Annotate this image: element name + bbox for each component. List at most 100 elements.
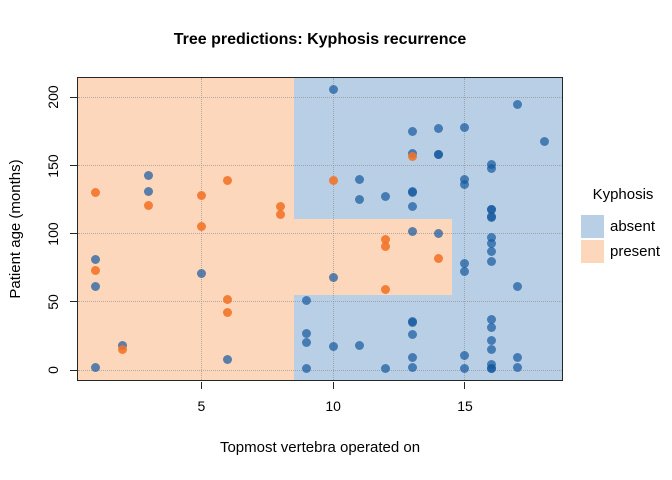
x-tick-label: 5: [197, 398, 206, 414]
data-point-absent: [407, 186, 417, 196]
data-point-absent: [144, 170, 154, 180]
decision-region-present: [293, 218, 452, 296]
data-point-present: [381, 285, 391, 295]
data-point-absent: [407, 226, 417, 236]
x-tick-mark: [332, 382, 334, 389]
data-point-absent: [355, 195, 365, 205]
data-point-absent: [486, 335, 496, 345]
y-tick-label: 200: [45, 85, 61, 110]
legend-swatch-present: [581, 240, 604, 263]
data-point-absent: [407, 330, 417, 340]
gridline-vertical: [332, 78, 334, 380]
y-tick-label: 100: [45, 222, 61, 246]
data-point-present: [223, 308, 233, 318]
data-point-present: [91, 266, 101, 276]
data-point-present: [144, 200, 154, 210]
data-point-present: [223, 176, 233, 186]
data-point-absent: [381, 364, 391, 374]
legend-title: Kyphosis: [592, 186, 654, 203]
legend-label-absent: absent: [610, 217, 656, 235]
data-point-absent: [460, 122, 470, 132]
data-point-absent: [434, 229, 444, 239]
data-point-absent: [513, 353, 523, 363]
y-tick-label: 50: [45, 294, 61, 310]
data-point-absent: [486, 345, 496, 355]
data-point-absent: [486, 360, 496, 370]
x-tick-mark: [464, 382, 466, 389]
data-point-absent: [355, 341, 365, 351]
data-point-absent: [460, 174, 470, 184]
data-point-absent: [486, 233, 496, 243]
data-point-absent: [407, 126, 417, 136]
data-point-absent: [486, 238, 496, 248]
data-point-present: [275, 210, 285, 220]
legend-item-present: present: [581, 240, 665, 263]
data-point-absent: [302, 338, 312, 348]
data-point-absent: [407, 362, 417, 372]
y-tick-mark: [70, 165, 77, 167]
data-point-present: [328, 176, 338, 186]
data-point-absent: [486, 247, 496, 256]
gridline-vertical: [464, 78, 466, 380]
y-tick-mark: [70, 233, 77, 235]
data-point-absent: [434, 150, 444, 160]
plot-area: [77, 77, 563, 381]
legend: Kyphosis absent present: [581, 186, 665, 265]
data-point-absent: [381, 192, 391, 202]
y-tick-mark: [70, 369, 77, 371]
chart-title: Tree predictions: Kyphosis recurrence: [173, 31, 467, 48]
data-point-absent: [460, 180, 470, 190]
gridline-horizontal: [78, 369, 562, 371]
data-point-absent: [91, 282, 101, 292]
legend-label-present: present: [610, 242, 661, 260]
data-point-absent: [302, 296, 312, 306]
data-point-absent: [144, 186, 154, 196]
data-point-present: [223, 294, 233, 304]
data-point-absent: [486, 212, 496, 222]
data-point-absent: [434, 124, 444, 134]
data-point-absent: [486, 256, 496, 266]
gridline-horizontal: [78, 96, 562, 98]
x-axis-title: Topmost vertebra operated on: [219, 439, 421, 456]
data-point-absent: [460, 364, 470, 374]
gridline-horizontal: [78, 301, 562, 303]
data-point-absent: [513, 362, 523, 372]
data-point-absent: [486, 204, 496, 214]
x-tick-label: 15: [457, 398, 473, 414]
data-point-present: [275, 201, 285, 211]
data-point-present: [196, 222, 206, 232]
data-point-present: [407, 151, 417, 161]
data-point-absent: [355, 174, 365, 184]
data-point-present: [381, 234, 391, 244]
data-point-absent: [486, 159, 496, 169]
gridline-horizontal: [78, 233, 562, 235]
data-point-absent: [91, 255, 101, 265]
legend-item-absent: absent: [581, 215, 665, 238]
data-point-absent: [328, 84, 338, 94]
data-point-absent: [196, 268, 206, 278]
data-point-absent: [539, 136, 549, 146]
data-point-absent: [460, 350, 470, 360]
data-point-absent: [328, 272, 338, 282]
data-point-absent: [407, 353, 417, 363]
data-point-absent: [223, 354, 233, 364]
data-point-absent: [460, 259, 470, 269]
y-tick-mark: [70, 96, 77, 98]
data-point-absent: [407, 201, 417, 211]
x-tick-label: 10: [325, 398, 341, 414]
data-point-absent: [328, 342, 338, 352]
data-point-absent: [486, 323, 496, 333]
data-point-absent: [91, 362, 101, 372]
gridline-horizontal: [78, 165, 562, 167]
data-point-present: [196, 191, 206, 201]
y-axis-title: Patient age (months): [7, 159, 24, 299]
data-point-absent: [486, 315, 496, 325]
data-point-present: [91, 188, 101, 198]
x-tick-mark: [200, 382, 202, 389]
data-point-absent: [513, 99, 523, 109]
y-tick-label: 0: [45, 366, 61, 375]
y-tick-mark: [70, 301, 77, 303]
data-point-present: [117, 345, 127, 355]
data-point-present: [434, 253, 444, 263]
